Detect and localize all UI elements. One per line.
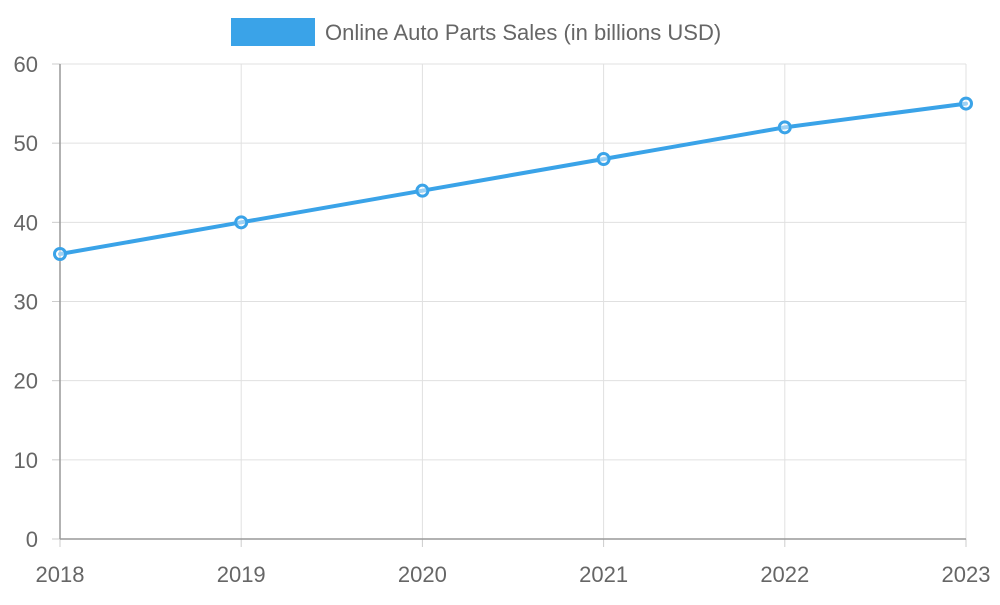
x-tick-label: 2021 (579, 562, 628, 587)
y-tick-label: 10 (14, 448, 38, 473)
data-point[interactable] (959, 96, 973, 111)
y-tick-label: 30 (14, 290, 38, 315)
grid-lines (60, 63, 967, 539)
x-tick-label: 2018 (36, 562, 85, 587)
x-axis-tick-labels: 2018 2019 2020 2021 2022 2023 (36, 562, 991, 587)
data-point[interactable] (234, 215, 249, 230)
y-axis-tick-labels: 0 10 20 30 40 50 60 (14, 52, 38, 552)
legend-swatch (231, 18, 315, 46)
y-tick-label: 40 (14, 210, 38, 235)
x-tick-label: 2020 (398, 562, 447, 587)
data-point[interactable] (777, 120, 792, 135)
data-point[interactable] (53, 247, 67, 261)
data-point[interactable] (596, 152, 611, 166)
chart-axes (52, 63, 967, 547)
y-tick-label: 60 (14, 52, 38, 77)
x-tick-label: 2019 (217, 562, 266, 587)
series-line (58, 101, 968, 256)
chart-legend[interactable]: Online Auto Parts Sales (in billions USD… (231, 18, 721, 46)
y-tick-label: 50 (14, 131, 38, 156)
legend-label: Online Auto Parts Sales (in billions USD… (325, 20, 721, 45)
x-tick-label: 2022 (760, 562, 809, 587)
data-series (53, 96, 973, 261)
x-tick-label: 2023 (942, 562, 991, 587)
y-tick-label: 0 (26, 527, 38, 552)
data-point[interactable] (415, 183, 430, 198)
y-tick-label: 20 (14, 369, 38, 394)
